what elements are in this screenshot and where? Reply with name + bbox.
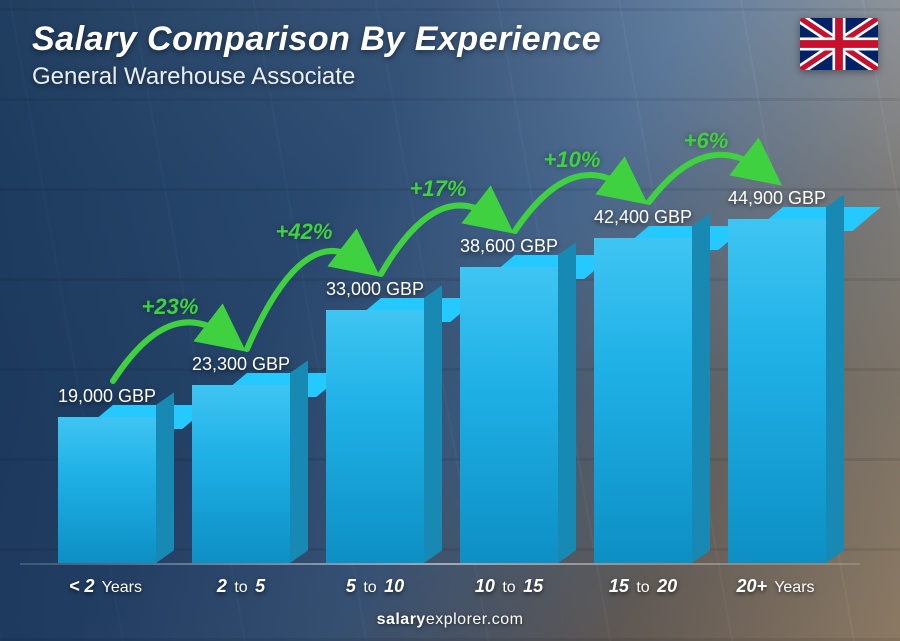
x-axis-tick: 5 to 10	[308, 576, 442, 597]
pct-change-label: +6%	[684, 128, 729, 154]
x-axis-tick: 20+ Years	[710, 576, 844, 597]
chart-title: Salary Comparison By Experience	[32, 20, 601, 59]
bar-value-label: 44,900 GBP	[728, 188, 826, 209]
pct-change-label: +42%	[276, 219, 333, 245]
uk-flag-icon	[800, 18, 878, 70]
bar-wrap: 23,300 GBP	[174, 120, 308, 563]
footer-rest: explorer.com	[426, 611, 524, 628]
x-axis: < 2 Years2 to 55 to 1010 to 1515 to 2020…	[40, 576, 844, 597]
bar	[192, 385, 290, 563]
x-axis-tick: 2 to 5	[174, 576, 308, 597]
baseline	[20, 563, 860, 565]
bar-value-label: 33,000 GBP	[326, 279, 424, 300]
footer-attribution: salaryexplorer.com	[0, 611, 900, 629]
chart-subtitle: General Warehouse Associate	[32, 63, 601, 91]
bar-wrap: 44,900 GBP	[710, 120, 844, 563]
bar	[728, 219, 826, 563]
bar-value-label: 23,300 GBP	[192, 354, 290, 375]
x-axis-tick: 10 to 15	[442, 576, 576, 597]
bar	[326, 310, 424, 563]
bar-value-label: 42,400 GBP	[594, 207, 692, 228]
bar-wrap: 19,000 GBP	[40, 120, 174, 563]
bar	[58, 417, 156, 563]
pct-change-label: +23%	[142, 294, 199, 320]
x-axis-tick: 15 to 20	[576, 576, 710, 597]
footer-brand: salary	[377, 611, 426, 628]
bar-value-label: 19,000 GBP	[58, 386, 156, 407]
title-block: Salary Comparison By Experience General …	[32, 20, 601, 91]
chart-stage: Salary Comparison By Experience General …	[0, 0, 900, 641]
pct-change-label: +17%	[410, 176, 467, 202]
bar-wrap: 42,400 GBP	[576, 120, 710, 563]
bar	[594, 238, 692, 563]
x-axis-tick: < 2 Years	[40, 576, 174, 597]
bar	[460, 267, 558, 563]
bar-value-label: 38,600 GBP	[460, 236, 558, 257]
pct-change-label: +10%	[544, 147, 601, 173]
